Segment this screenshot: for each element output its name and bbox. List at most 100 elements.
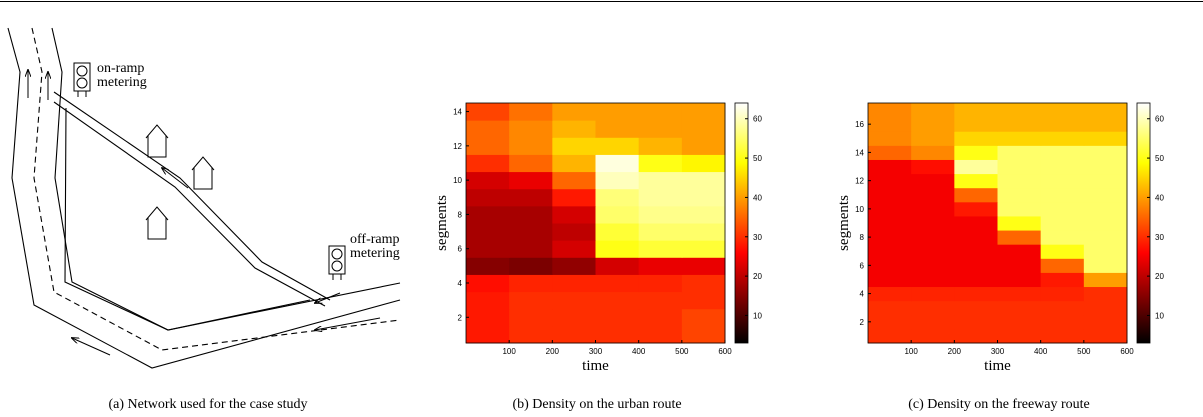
heatmap-cell: [954, 258, 998, 273]
heatmap-cell: [911, 244, 955, 259]
y-tick-label: 4: [860, 290, 865, 299]
heatmap-cell: [1083, 272, 1128, 288]
heatmap-cell: [911, 159, 955, 175]
heatmap-cell: [954, 187, 998, 203]
x-tick-label: 300: [991, 347, 1005, 356]
y-tick-label: 8: [860, 233, 865, 242]
ramp-edge: [53, 91, 331, 301]
x-tick-label: 100: [904, 347, 918, 356]
heatmap-cell: [595, 188, 640, 207]
road-edge: [7, 27, 401, 369]
heatmap-cell: [997, 230, 1042, 245]
heatmap-cell: [466, 137, 510, 155]
heatmap-cell: [868, 131, 912, 146]
caption: (b) Density on the urban route: [512, 397, 681, 412]
arrow: [72, 338, 111, 356]
heatmap-cell: [954, 215, 998, 231]
heatmap-cell: [595, 325, 640, 344]
heatmap-cell: [868, 103, 912, 118]
caption: (c) Density on the freeway route: [908, 397, 1090, 412]
heatmap-cell: [681, 308, 726, 327]
heatmap-cell: [552, 120, 596, 138]
heatmap-cell: [466, 205, 510, 224]
colorbar-tick-label: 20: [753, 272, 762, 281]
heatmap-cell: [509, 137, 553, 155]
heatmap-cell: [1040, 103, 1085, 118]
heatmap-cell: [997, 145, 1042, 160]
heatmap-cell: [552, 325, 596, 344]
heatmap-cell: [1083, 145, 1128, 160]
heatmap-cell: [638, 171, 683, 190]
heatmap-cell: [868, 201, 912, 217]
heatmap-cell: [997, 117, 1042, 132]
heatmap-cell: [638, 154, 683, 173]
heatmap-cell: [638, 188, 683, 207]
heatmap-cell: [552, 205, 596, 224]
colorbar-tick-label: 10: [753, 311, 762, 320]
heatmap-cell: [638, 291, 683, 310]
heatmap-cell: [595, 103, 640, 121]
heatmap-cell: [552, 223, 596, 241]
heatmap-cell: [638, 205, 683, 224]
heatmap-cell: [595, 291, 640, 310]
arrow: [315, 292, 341, 303]
y-tick-label: 14: [453, 108, 462, 117]
x-tick-label: 500: [1077, 347, 1091, 356]
ramp-edge: [53, 101, 326, 307]
diagram-label: metering: [350, 246, 400, 261]
heatmap-cell: [595, 137, 640, 155]
heatmap-cell: [509, 308, 553, 327]
heatmap-cell: [681, 103, 726, 121]
heatmap-cell: [997, 286, 1042, 302]
house-icon: [191, 156, 215, 190]
heatmap-cell: [595, 120, 640, 138]
colorbar-tick-label: 60: [1155, 115, 1164, 124]
heatmap-cell: [1040, 244, 1085, 259]
heatmap-cell: [1083, 173, 1128, 189]
diagram-label: on-ramp: [97, 61, 144, 76]
heatmap-cell: [911, 145, 955, 160]
heatmap-cell: [638, 274, 683, 293]
heatmap-cell: [595, 223, 640, 241]
heatmap-cell: [868, 145, 912, 160]
heatmap-cell: [1040, 314, 1085, 330]
heatmap-cell: [1040, 173, 1085, 189]
heatmap-cell: [1040, 187, 1085, 203]
heatmap-panel: 100 200 300 400 500 600 2 4 6 8 10 12 14 time segments…: [434, 102, 762, 412]
heatmap-cell: [1040, 159, 1085, 175]
diagram-label: metering: [97, 75, 147, 90]
heatmap-cell: [595, 205, 640, 224]
heatmap-cell: [595, 257, 640, 275]
heatmap-cell: [954, 103, 998, 118]
heatmap-cell: [911, 258, 955, 273]
colorbar-tick-label: 20: [1155, 272, 1164, 281]
heatmap-cell: [1040, 258, 1085, 273]
heatmap-cell: [954, 145, 998, 160]
lane-divider: [31, 27, 401, 351]
y-tick-label: 8: [458, 210, 463, 219]
heatmap-cell: [1083, 131, 1128, 146]
heatmap-cell: [911, 215, 955, 231]
heatmap-cell: [911, 201, 955, 217]
heatmap-cell: [1040, 300, 1085, 316]
x-tick-label: 400: [632, 347, 646, 356]
heatmap-cell: [509, 274, 553, 293]
x-axis-label: time: [582, 358, 609, 374]
heatmap-cell: [595, 274, 640, 293]
heatmap-cell: [1040, 286, 1085, 302]
heatmap-cell: [1083, 103, 1128, 118]
heatmap-cell: [868, 187, 912, 203]
heatmap-cell: [997, 244, 1042, 259]
x-axis-label: time: [984, 358, 1011, 374]
heatmap-cell: [1040, 272, 1085, 288]
heatmap-cell: [997, 300, 1042, 316]
heatmap-cell: [911, 230, 955, 245]
heatmap-cell: [509, 171, 553, 190]
y-axis-label: segments: [434, 195, 450, 251]
heatmap-cell: [1040, 328, 1085, 344]
heatmap-cell: [911, 131, 955, 146]
heatmap-cell: [1083, 215, 1128, 231]
heatmap-cell: [552, 171, 596, 190]
heatmap-cell: [466, 223, 510, 241]
